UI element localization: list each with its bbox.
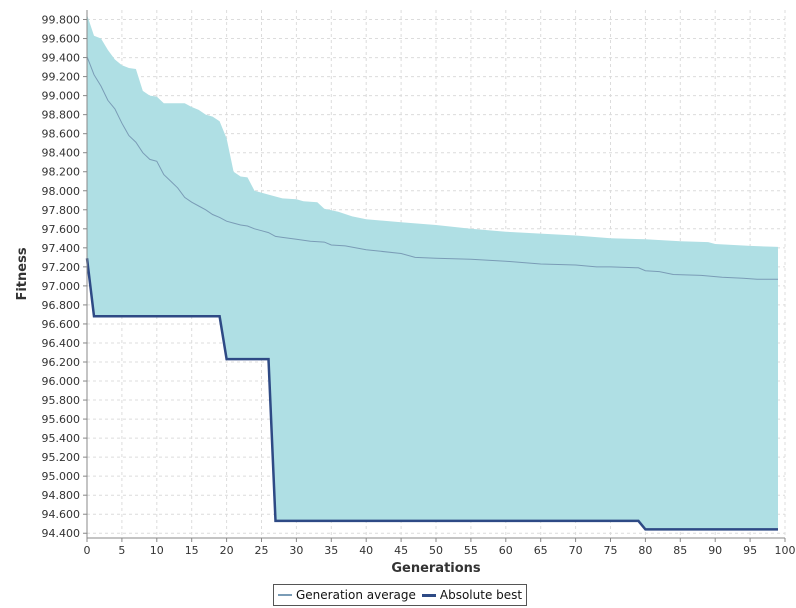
y-tick-label: 99.200 bbox=[42, 71, 81, 84]
y-tick-label: 98.200 bbox=[42, 166, 81, 179]
y-tick-label: 96.600 bbox=[42, 318, 81, 331]
y-tick-label: 95.000 bbox=[42, 470, 81, 483]
x-tick-label: 80 bbox=[638, 544, 652, 557]
y-axis-ticks: 94.400 94.600 94.800 95.000 95.200 95.400 95.6… bbox=[42, 14, 87, 540]
x-tick-label: 0 bbox=[84, 544, 91, 557]
x-tick-label: 20 bbox=[220, 544, 234, 557]
x-tick-label: 100 bbox=[775, 544, 796, 557]
y-tick-label: 97.400 bbox=[42, 242, 81, 255]
generation-average-line bbox=[86, 56, 778, 280]
y-tick-label: 98.800 bbox=[42, 109, 81, 122]
x-tick-label: 95 bbox=[743, 544, 757, 557]
absolute-best-line bbox=[85, 258, 778, 531]
legend-label-generation-average: Generation average bbox=[296, 588, 416, 602]
y-tick-label: 97.800 bbox=[42, 204, 81, 217]
x-tick-label: 85 bbox=[673, 544, 687, 557]
fitness-range-band bbox=[87, 14, 778, 530]
y-tick-label: 98.400 bbox=[42, 147, 81, 160]
y-tick-label: 94.600 bbox=[42, 508, 81, 521]
legend: Generation average Absolute best bbox=[273, 584, 528, 606]
y-tick-label: 96.800 bbox=[42, 299, 81, 312]
y-tick-label: 97.000 bbox=[42, 280, 81, 293]
x-tick-label: 30 bbox=[289, 544, 303, 557]
x-tick-label: 25 bbox=[255, 544, 269, 557]
x-tick-label: 40 bbox=[359, 544, 373, 557]
legend-swatch-absolute-best bbox=[421, 593, 436, 597]
y-tick-label: 95.400 bbox=[42, 432, 81, 445]
y-tick-label: 97.200 bbox=[42, 261, 81, 274]
y-tick-label: 99.600 bbox=[42, 33, 81, 46]
x-tick-label: 55 bbox=[464, 544, 478, 557]
y-tick-label: 98.600 bbox=[42, 128, 81, 141]
legend-item-absolute-best: Absolute best bbox=[421, 588, 523, 602]
y-tick-label: 95.800 bbox=[42, 394, 81, 407]
legend-item-generation-average: Generation average bbox=[278, 588, 416, 602]
y-tick-label: 97.600 bbox=[42, 223, 81, 236]
x-tick-label: 35 bbox=[324, 544, 338, 557]
x-axis-ticks: 0 5 10 15 20 25 30 35 40 45 50 55 60 65 70 75 80 85 90 95 10… bbox=[84, 538, 796, 557]
y-tick-label: 94.400 bbox=[42, 527, 81, 540]
y-tick-label: 96.200 bbox=[42, 356, 81, 369]
x-tick-label: 5 bbox=[118, 544, 125, 557]
x-tick-label: 70 bbox=[569, 544, 583, 557]
x-tick-label: 50 bbox=[429, 544, 443, 557]
x-tick-label: 65 bbox=[534, 544, 548, 557]
y-tick-label: 95.200 bbox=[42, 451, 81, 464]
legend-label-absolute-best: Absolute best bbox=[439, 588, 523, 602]
y-tick-label: 99.800 bbox=[42, 14, 81, 27]
x-tick-label: 90 bbox=[708, 544, 722, 557]
y-tick-label: 99.000 bbox=[42, 90, 81, 103]
x-tick-label: 75 bbox=[604, 544, 618, 557]
x-axis-title: Generations bbox=[391, 561, 481, 576]
y-tick-label: 96.400 bbox=[42, 337, 81, 350]
x-tick-label: 10 bbox=[150, 544, 164, 557]
y-tick-label: 99.400 bbox=[42, 52, 81, 65]
y-axis-title: Fitness bbox=[15, 247, 30, 300]
x-tick-label: 60 bbox=[499, 544, 513, 557]
y-tick-label: 94.800 bbox=[42, 489, 81, 502]
y-tick-label: 98.000 bbox=[42, 185, 81, 198]
x-tick-label: 15 bbox=[185, 544, 199, 557]
legend-swatch-generation-average bbox=[278, 594, 292, 596]
x-tick-label: 45 bbox=[394, 544, 408, 557]
fitness-chart: 0 5 10 15 20 25 30 35 40 45 50 55 60 65 70 75 80 85 90 95 10… bbox=[15, 10, 796, 576]
y-tick-label: 96.000 bbox=[42, 375, 81, 388]
y-tick-label: 95.600 bbox=[42, 413, 81, 426]
